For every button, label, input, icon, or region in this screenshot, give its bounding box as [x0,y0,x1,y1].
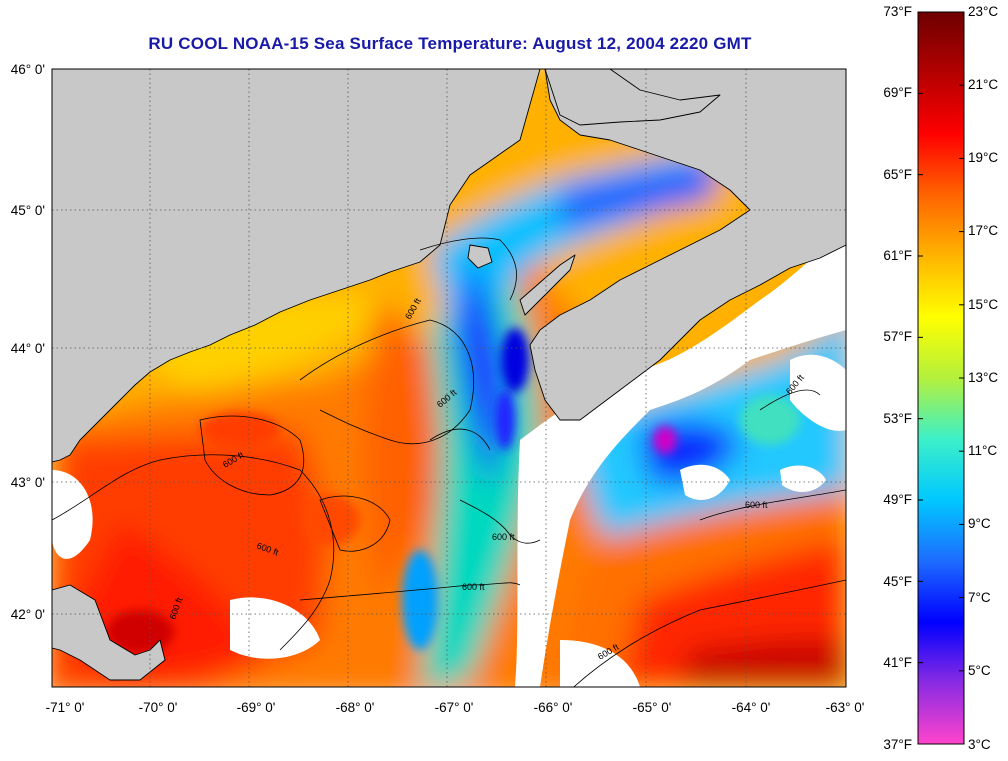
plot-area: 600 ft 600 ft 600 ft 600 ft 600 ft 600 f… [52,69,846,687]
mainland-new-england [52,69,541,463]
lon-tick-label: -64° 0' [732,700,771,715]
fahrenheit-label: 53°F [883,411,912,426]
fahrenheit-label: 57°F [883,329,912,344]
nova-scotia [529,69,846,421]
depth-label: 600 ft [745,500,768,510]
lon-tick-label: -68° 0' [336,700,375,715]
celsius-label: 13°C [968,370,999,385]
lat-tick-label: 44° 0' [11,341,45,356]
latitude-axis: 46° 0' 45° 0' 44° 0' 43° 0' 42° 0' [11,62,45,622]
celsius-label: 11°C [968,443,998,458]
depth-label: 600 ft [462,582,485,592]
lon-tick-label: -70° 0' [139,700,178,715]
lon-tick-label: -67° 0' [435,700,474,715]
celsius-label: 19°C [968,150,999,165]
lat-tick-label: 45° 0' [11,203,45,218]
map-title: RU COOL NOAA-15 Sea Surface Temperature:… [148,34,752,53]
lat-tick-label: 42° 0' [11,607,45,622]
fahrenheit-label: 69°F [883,85,912,100]
celsius-label: 3°C [968,737,991,752]
lon-tick-label: -66° 0' [534,700,573,715]
land [52,69,846,681]
cape-cod [52,584,166,681]
longitude-axis: -71° 0' -70° 0' -69° 0' -68° 0' -67° 0' … [46,700,865,715]
lon-tick-label: -71° 0' [46,700,85,715]
bay-of-fundy-head [544,69,721,126]
lon-tick-label: -65° 0' [633,700,672,715]
celsius-label: 5°C [968,663,991,678]
celsius-label: 9°C [968,516,991,531]
depth-label: 600 ft [492,532,515,542]
lon-tick-label: -63° 0' [826,700,865,715]
celsius-label: 7°C [968,590,991,605]
colorbar [917,11,965,745]
plot-frame [51,68,847,688]
celsius-label: 21°C [968,77,999,92]
fahrenheit-label: 45°F [883,574,912,589]
lon-tick-label: -69° 0' [237,700,276,715]
fahrenheit-label: 73°F [883,4,912,19]
lat-tick-label: 46° 0' [11,62,45,77]
celsius-label: 23°C [968,4,999,19]
graticule [52,69,846,687]
fahrenheit-label: 65°F [883,167,912,182]
lat-tick-label: 43° 0' [11,475,45,490]
fahrenheit-label: 41°F [883,655,912,670]
digby-neck [519,254,576,316]
celsius-label: 15°C [968,297,999,312]
colorbar-ticks [918,11,964,745]
fahrenheit-label: 49°F [883,492,912,507]
celsius-label: 17°C [968,223,999,238]
fahrenheit-label: 37°F [883,737,912,752]
depth-contours [52,237,846,687]
grand-manan-island [467,244,493,269]
fahrenheit-label: 61°F [883,248,912,263]
